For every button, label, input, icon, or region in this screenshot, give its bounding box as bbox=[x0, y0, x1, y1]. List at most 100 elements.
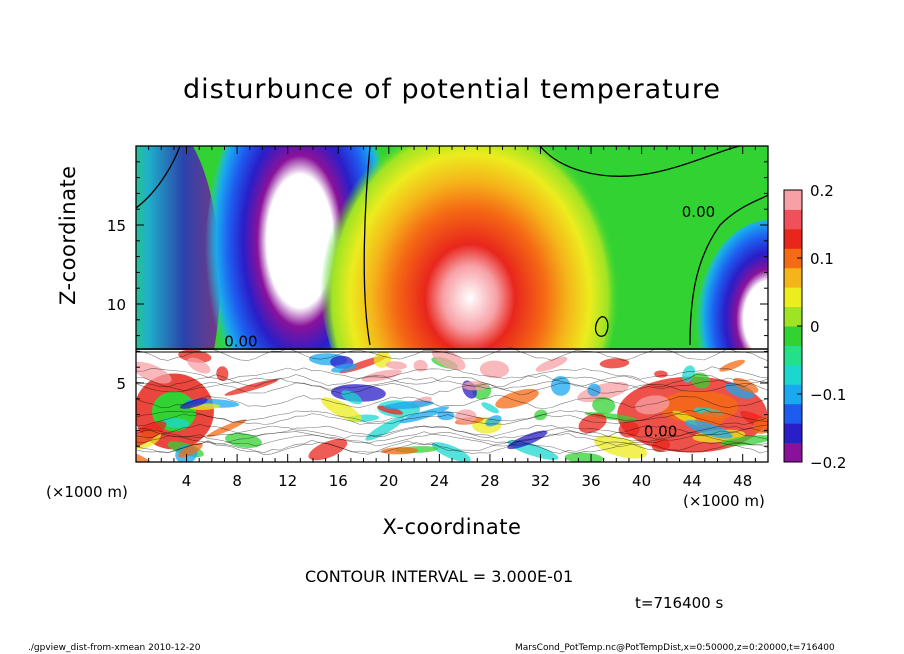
colorbar-swatch bbox=[784, 423, 802, 444]
contour-lines bbox=[136, 146, 768, 353]
bl-contour-line bbox=[136, 425, 768, 440]
footer-script-info: ./gpview_dist-from-xmean 2010-12-20 bbox=[28, 643, 201, 653]
bl-patch bbox=[479, 360, 510, 379]
contour-value-label: 0.00 bbox=[644, 423, 677, 441]
colorbar-swatch bbox=[784, 190, 802, 210]
contour-interval-text: CONTOUR INTERVAL = 3.000E-01 bbox=[305, 567, 574, 586]
colorbar-swatch bbox=[784, 306, 802, 327]
bl-patch bbox=[308, 438, 348, 461]
contour-value-label: 0.00 bbox=[682, 203, 715, 221]
chart-title: disturbunce of potential temperature bbox=[183, 74, 721, 105]
bl-patch bbox=[690, 372, 711, 389]
footer-file-info: MarsCond_PotTemp.nc@PotTempDist,x=0:5000… bbox=[515, 643, 835, 653]
bl-patch bbox=[161, 417, 190, 429]
y-axis: 5 10 15 bbox=[107, 145, 768, 463]
bl-patch bbox=[577, 381, 629, 403]
colorbar-swatch bbox=[784, 384, 802, 405]
heatmap-field: 0.00 0.00 0.00 bbox=[136, 146, 768, 462]
bl-patch bbox=[431, 348, 466, 371]
bl-patch bbox=[594, 435, 648, 459]
bl-contour-line bbox=[136, 408, 768, 423]
contour-line bbox=[363, 146, 371, 346]
bl-patch bbox=[635, 395, 670, 415]
bl-patch bbox=[724, 382, 755, 399]
colorbar-swatch bbox=[784, 287, 802, 308]
bl-contour-line bbox=[136, 439, 768, 454]
colorbar-swatch bbox=[784, 442, 802, 463]
bl-patch bbox=[399, 406, 450, 424]
bl-patch bbox=[225, 432, 262, 448]
contour-line bbox=[689, 194, 768, 346]
bl-patch bbox=[578, 413, 607, 434]
boundary-layer-noise bbox=[136, 347, 768, 462]
x-tick-label: 40 bbox=[632, 472, 651, 490]
bl-patch bbox=[455, 409, 477, 424]
y-tick-label: 5 bbox=[116, 375, 126, 393]
colorbar-swatch bbox=[784, 326, 802, 346]
bl-patch bbox=[206, 419, 247, 438]
bl-patch bbox=[179, 398, 208, 409]
bl-patch bbox=[535, 356, 568, 372]
x-unit-label-right: (×1000 m) bbox=[683, 492, 765, 510]
x-tick-label: 28 bbox=[480, 472, 499, 490]
x-tick-label: 4 bbox=[182, 472, 192, 490]
colorbar-tick-label: −0.2 bbox=[810, 454, 846, 472]
x-tick-label: 16 bbox=[329, 472, 348, 490]
contour-labels: 0.00 0.00 0.00 bbox=[224, 203, 715, 441]
bl-patch bbox=[654, 370, 668, 378]
x-tick-label: 12 bbox=[278, 472, 297, 490]
bl-patch bbox=[178, 442, 203, 458]
bl-patch bbox=[592, 396, 616, 414]
bl-patch bbox=[413, 359, 428, 372]
bl-contour-line bbox=[136, 382, 768, 396]
y-tick-label: 10 bbox=[107, 296, 126, 314]
colorbar-swatch bbox=[784, 228, 802, 249]
contour-value-label: 0.00 bbox=[224, 333, 257, 351]
x-tick-label: 44 bbox=[683, 472, 702, 490]
x-tick-label: 32 bbox=[531, 472, 550, 490]
bl-contour-line bbox=[136, 374, 768, 388]
bl-patch bbox=[733, 377, 759, 393]
y-tick-label: 15 bbox=[107, 217, 126, 235]
x-tick-label: 24 bbox=[430, 472, 449, 490]
colorbar-swatch bbox=[784, 403, 802, 424]
colorbar-tick-label: 0.2 bbox=[810, 182, 834, 200]
bl-contour-line bbox=[136, 412, 768, 427]
bl-patch bbox=[431, 442, 471, 462]
colorbar-swatch bbox=[784, 209, 802, 230]
colorbar bbox=[783, 189, 803, 463]
bl-contour-line bbox=[136, 376, 768, 391]
bl-patch bbox=[159, 398, 179, 412]
bl-patch bbox=[330, 363, 357, 373]
x-axis: 4 8 12 16 20 24 28 32 36 40 44 48 bbox=[135, 146, 769, 490]
colorbar-tick-label: −0.1 bbox=[810, 386, 846, 404]
bl-contour-line bbox=[136, 432, 768, 447]
bl-contour-line bbox=[136, 430, 768, 445]
x-tick-label: 36 bbox=[581, 472, 600, 490]
bl-patch bbox=[564, 452, 604, 462]
bl-patch bbox=[321, 397, 362, 423]
bl-patch bbox=[136, 361, 172, 384]
bl-patch bbox=[178, 349, 212, 363]
bl-contour-line bbox=[136, 441, 768, 456]
contour-line bbox=[594, 316, 609, 337]
colorbar-tick-label: 0 bbox=[810, 318, 820, 336]
contour-line bbox=[539, 146, 741, 177]
bl-patch bbox=[481, 402, 500, 414]
colorbar-swatch bbox=[784, 248, 802, 269]
bl-patch bbox=[136, 421, 167, 450]
bl-contour-line bbox=[136, 394, 768, 409]
colorbar-swatch bbox=[784, 364, 802, 385]
x-tick-label: 20 bbox=[379, 472, 398, 490]
x-axis-label: X-coordinate bbox=[382, 515, 522, 539]
colorbar-tick-label: 0.1 bbox=[810, 250, 834, 268]
colorbar-swatch bbox=[784, 345, 802, 366]
bl-patch bbox=[187, 357, 211, 374]
bl-patch bbox=[437, 410, 455, 421]
bl-contour-line bbox=[136, 366, 768, 381]
colorbar-swatch bbox=[784, 267, 802, 288]
bl-patch bbox=[377, 405, 403, 415]
colorbar-axis: 0.2 0.1 0 −0.1 −0.2 bbox=[797, 182, 846, 472]
time-stamp: t=716400 s bbox=[635, 594, 724, 612]
